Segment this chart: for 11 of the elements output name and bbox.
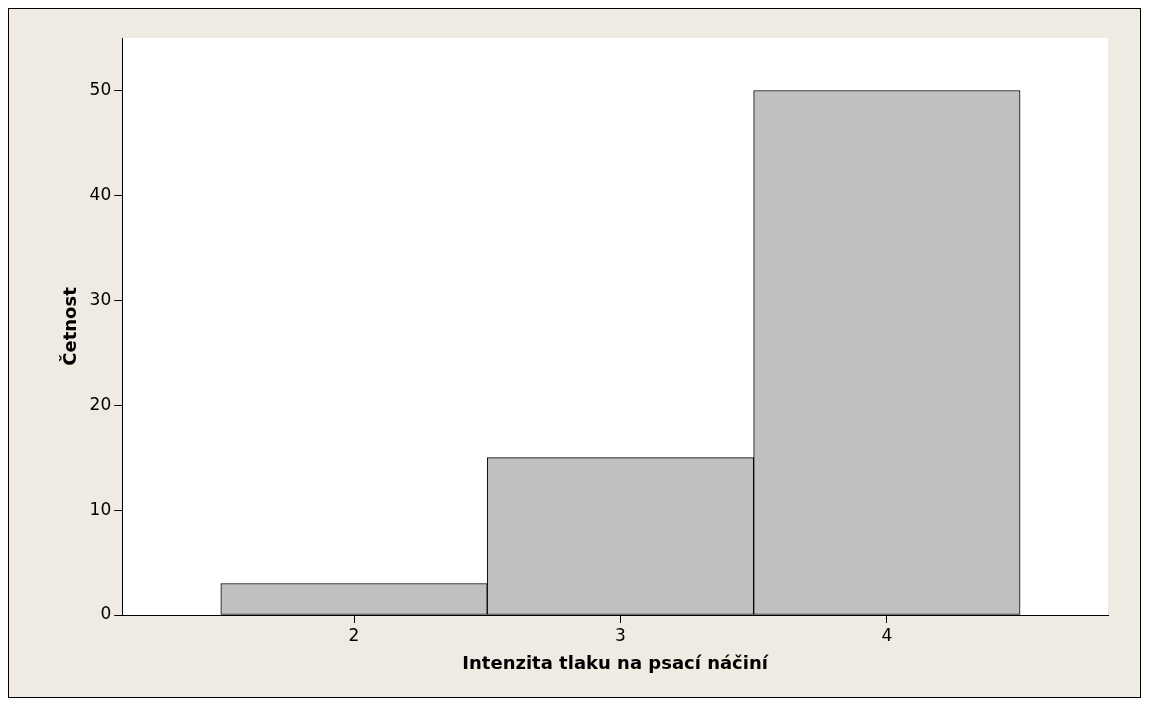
y-tick-label: 0 [100,603,112,624]
x-tick-label: 2 [348,624,360,645]
y-tick-label: 20 [89,393,112,414]
y-axis-title: Četnost [59,286,81,366]
y-tick-label: 40 [89,183,112,204]
y-tick-label: 10 [89,498,112,519]
x-axis-title: Intenzita tlaku na psací náčiní [462,651,769,673]
y-tick-label: 50 [89,78,112,99]
x-tick-label: 4 [881,624,893,645]
x-tick-label: 3 [615,624,626,645]
y-tick-label: 30 [89,288,112,309]
